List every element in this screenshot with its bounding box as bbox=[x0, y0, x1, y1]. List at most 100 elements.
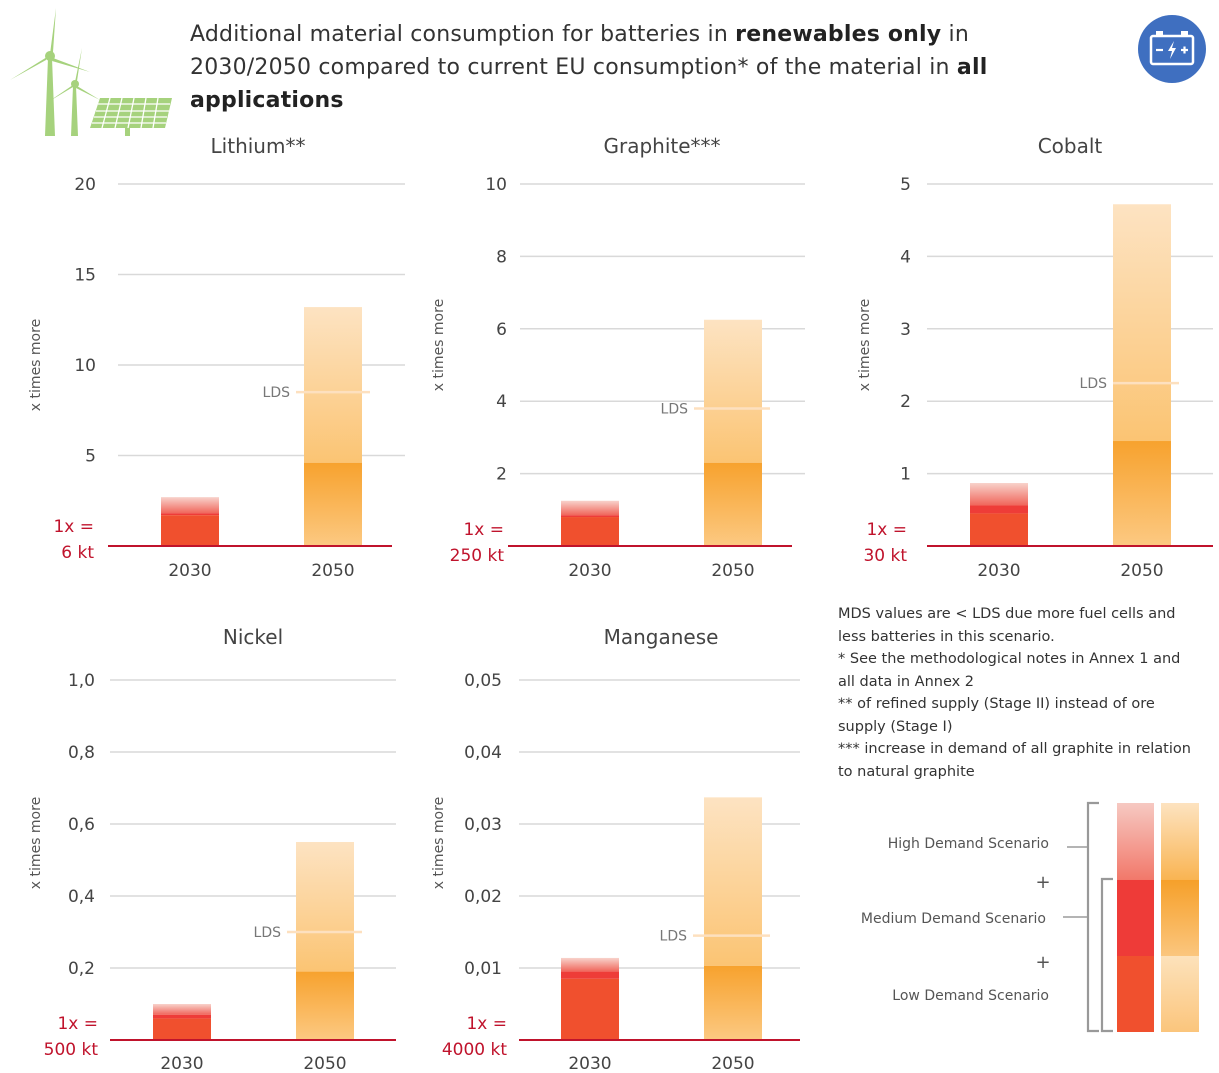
lds-label: LDS bbox=[263, 385, 291, 401]
chart-title: Manganese bbox=[604, 625, 719, 649]
chart-1: Graphite*** x times more 2 4 6 8 10 2030 LDS 2050… bbox=[431, 134, 805, 581]
y-axis-label: x times more bbox=[431, 299, 447, 391]
legend-swatch-orange-low bbox=[1161, 956, 1199, 1032]
legend: High Demand Scenario + Medium Demand Sce… bbox=[861, 801, 1199, 1033]
bar-low-2030 bbox=[561, 978, 619, 1040]
chart-4: Manganese x times more 0,01 0,02 0,03 0,04 0,0… bbox=[431, 625, 800, 1073]
y-tick-label: 0,02 bbox=[464, 887, 502, 907]
y-tick-label: 0,03 bbox=[464, 815, 502, 835]
x-tick-label: 2030 bbox=[568, 561, 611, 581]
title-part-3: in 2030/2050 compared to current EU cons… bbox=[190, 22, 969, 80]
page-title: Additional material consumption for batt… bbox=[190, 18, 1090, 117]
baseline-label: 500 kt bbox=[44, 1040, 99, 1060]
bar-high-2050 bbox=[304, 307, 362, 463]
bar-high-2030 bbox=[153, 1004, 211, 1015]
y-axis-label: x times more bbox=[857, 299, 873, 391]
bar-low-2050 bbox=[704, 965, 762, 1040]
note-annex: * See the methodological notes in Annex … bbox=[838, 651, 1181, 690]
chart-0: Lithium** x times more 5 10 15 20 2030 LDS 2050 1… bbox=[28, 134, 405, 581]
y-tick-label: 2 bbox=[900, 392, 911, 412]
x-tick-label: 2050 bbox=[311, 561, 354, 581]
legend-plus-1: + bbox=[1035, 872, 1050, 893]
bar-low-2050 bbox=[1113, 441, 1171, 546]
baseline-label: 4000 kt bbox=[442, 1040, 508, 1060]
chart-3: Nickel x times more 0,2 0,4 0,6 0,8 1,0 2030 LDS… bbox=[28, 625, 396, 1073]
bar-high-2030 bbox=[970, 483, 1028, 506]
baseline-label: 6 kt bbox=[61, 543, 94, 563]
baseline-label: 250 kt bbox=[450, 546, 505, 566]
x-tick-label: 2030 bbox=[977, 561, 1020, 581]
x-tick-label: 2050 bbox=[303, 1054, 346, 1073]
bar-high-2030 bbox=[161, 497, 219, 514]
bar-medium-2030 bbox=[970, 505, 1028, 514]
y-tick-label: 0,6 bbox=[68, 815, 95, 835]
baseline-label: 1x = bbox=[57, 1014, 98, 1034]
legend-high-label: High Demand Scenario bbox=[888, 836, 1049, 852]
y-tick-label: 5 bbox=[900, 175, 911, 195]
bar-high-2030 bbox=[561, 500, 619, 516]
title-part-4: all applications bbox=[190, 55, 988, 113]
y-tick-label: 0,01 bbox=[464, 959, 502, 979]
bar-medium-2030 bbox=[561, 971, 619, 979]
y-tick-label: 5 bbox=[85, 447, 96, 467]
legend-medium-label: Medium Demand Scenario bbox=[861, 911, 1046, 927]
chart-title: Cobalt bbox=[1038, 134, 1103, 158]
x-tick-label: 2050 bbox=[711, 1054, 754, 1073]
bar-low-2050 bbox=[704, 462, 762, 546]
lds-label: LDS bbox=[254, 925, 282, 941]
baseline-label: 1x = bbox=[463, 520, 504, 540]
bar-high-2050 bbox=[296, 842, 354, 972]
bar-low-2030 bbox=[561, 517, 619, 546]
y-tick-label: 4 bbox=[496, 392, 507, 412]
y-tick-label: 0,04 bbox=[464, 743, 502, 763]
x-tick-label: 2030 bbox=[168, 561, 211, 581]
y-tick-label: 4 bbox=[900, 247, 911, 267]
bar-low-2030 bbox=[153, 1018, 211, 1040]
y-tick-label: 10 bbox=[485, 175, 507, 195]
y-tick-label: 8 bbox=[496, 247, 507, 267]
note-lithium: ** of refined supply (Stage II) instead … bbox=[838, 696, 1155, 735]
legend-swatch-red-high bbox=[1117, 803, 1154, 880]
bar-medium-2030 bbox=[153, 1014, 211, 1019]
lds-label: LDS bbox=[1080, 376, 1108, 392]
baseline-label: 1x = bbox=[466, 1014, 507, 1034]
chart-title: Nickel bbox=[223, 625, 283, 649]
y-tick-label: 0,4 bbox=[68, 887, 95, 907]
baseline-label: 1x = bbox=[53, 517, 94, 537]
note-mds: MDS values are < LDS due more fuel cells… bbox=[838, 606, 1176, 645]
x-tick-label: 2030 bbox=[160, 1054, 203, 1073]
y-tick-label: 0,8 bbox=[68, 743, 95, 763]
bar-low-2030 bbox=[161, 515, 219, 546]
x-tick-label: 2050 bbox=[1120, 561, 1163, 581]
legend-swatch-red-low bbox=[1117, 956, 1154, 1032]
bar-low-2050 bbox=[296, 971, 354, 1040]
bar-low-2030 bbox=[970, 513, 1028, 546]
y-tick-label: 3 bbox=[900, 320, 911, 340]
y-tick-label: 20 bbox=[74, 175, 96, 195]
bar-high-2050 bbox=[1113, 204, 1171, 442]
y-tick-label: 1,0 bbox=[68, 671, 95, 691]
wind-solar-icon bbox=[10, 8, 172, 136]
x-tick-label: 2030 bbox=[568, 1054, 611, 1073]
bar-medium-2030 bbox=[561, 515, 619, 518]
y-axis-label: x times more bbox=[431, 797, 447, 889]
title-part-1: Additional material consumption for batt… bbox=[190, 22, 736, 47]
y-tick-label: 0,2 bbox=[68, 959, 95, 979]
x-tick-label: 2050 bbox=[711, 561, 754, 581]
bar-high-2030 bbox=[561, 957, 619, 972]
y-tick-label: 1 bbox=[900, 465, 911, 485]
y-tick-label: 10 bbox=[74, 356, 96, 376]
legend-swatch-red-mid bbox=[1117, 880, 1154, 956]
chart-title: Graphite*** bbox=[603, 134, 720, 158]
lds-label: LDS bbox=[660, 929, 688, 945]
legend-swatch-orange-high bbox=[1161, 803, 1199, 880]
y-axis-label: x times more bbox=[28, 319, 44, 411]
baseline-label: 1x = bbox=[866, 520, 907, 540]
note-graphite: *** increase in demand of all graphite i… bbox=[838, 741, 1191, 780]
y-tick-label: 15 bbox=[74, 266, 96, 286]
legend-low-label: Low Demand Scenario bbox=[892, 988, 1049, 1004]
title-part-2: renewables only bbox=[735, 22, 942, 47]
chart-title: Lithium** bbox=[211, 134, 306, 158]
bar-low-2050 bbox=[304, 462, 362, 546]
legend-swatch-orange-mid bbox=[1161, 880, 1199, 956]
